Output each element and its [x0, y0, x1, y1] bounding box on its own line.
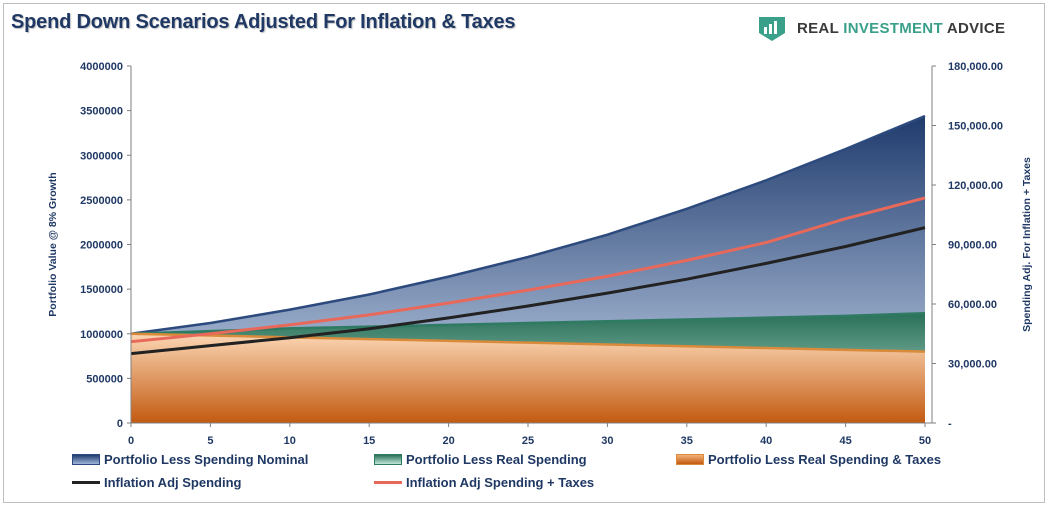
y-right-tick-label: 120,000.00	[948, 180, 1003, 192]
legend-label: Portfolio Less Real Spending	[406, 452, 587, 467]
legend-swatch	[374, 481, 402, 484]
y-left-tick-label: 3000000	[80, 150, 123, 162]
brand-name-part3: ADVICE	[942, 19, 1006, 37]
x-tick-label: 30	[601, 435, 613, 447]
x-tick-label: 25	[522, 435, 534, 447]
y-right-tick-label: -	[948, 418, 952, 430]
y-left-tick-label: 3500000	[80, 106, 123, 118]
y-right-tick-label: 90,000.00	[948, 240, 997, 252]
y-right-axis-title: Spending Adj. For Inflation + Taxes	[1021, 157, 1033, 332]
legend-label: Portfolio Less Real Spending & Taxes	[708, 452, 942, 467]
line-series-2	[130, 196, 926, 344]
legend-item: Portfolio Less Real Spending	[374, 452, 587, 467]
brand-name-part2: INVESTMENT	[843, 19, 943, 37]
x-tick-label: 10	[284, 435, 296, 447]
x-tick-label: 5	[207, 435, 213, 447]
y-left-tick-label: 1500000	[80, 284, 123, 296]
y-right-tick-label: 30,000.00	[948, 359, 997, 371]
legend-item: Portfolio Less Spending Nominal	[72, 452, 308, 467]
y-left-tick-label: 4000000	[80, 61, 123, 73]
y-left-axis-title: Portfolio Value @ 8% Growth	[47, 172, 59, 316]
chart-frame	[3, 3, 1045, 503]
x-tick-label: 20	[442, 435, 454, 447]
chart-title: Spend Down Scenarios Adjusted For Inflat…	[11, 11, 516, 33]
legend-item: Inflation Adj Spending	[72, 475, 241, 490]
y-left-tick-label: 2000000	[80, 240, 123, 252]
x-tick-label: 0	[128, 435, 134, 447]
line-series-1	[130, 226, 926, 356]
legend-swatch	[72, 481, 100, 484]
y-left-tick-label: 500000	[86, 373, 123, 385]
area-series-3-edge	[130, 332, 926, 353]
x-tick-label: 50	[919, 435, 931, 447]
legend-swatch	[72, 454, 100, 465]
area-series-1-edge	[130, 114, 926, 335]
x-tick-label: 15	[363, 435, 375, 447]
legend-label: Inflation Adj Spending	[104, 475, 242, 490]
legend-swatch	[374, 454, 402, 465]
x-tick-label: 45	[839, 435, 851, 447]
y-right-tick-label: 60,000.00	[948, 299, 997, 311]
y-right-tick-label: 150,000.00	[948, 121, 1003, 133]
legend-label: Inflation Adj Spending + Taxes	[406, 475, 595, 490]
y-left-tick-label: 2500000	[80, 195, 123, 207]
brand-name-part1: REAL	[797, 19, 844, 37]
area-series-3	[131, 333, 925, 423]
y-left-tick-label: 1000000	[80, 329, 123, 341]
legend-item: Portfolio Less Real Spending & Taxes	[676, 452, 941, 467]
brand-logo-icon	[759, 17, 785, 41]
x-tick-label: 35	[681, 435, 693, 447]
legend-label: Portfolio Less Spending Nominal	[104, 452, 309, 467]
legend-item: Inflation Adj Spending + Taxes	[374, 475, 594, 490]
brand-logo: REAL INVESTMENT ADVICE	[755, 12, 1005, 44]
y-right-tick-label: 180,000.00	[948, 61, 1003, 73]
legend-swatch	[676, 454, 704, 465]
x-tick-label: 40	[760, 435, 772, 447]
brand-name: REAL INVESTMENT ADVICE	[797, 20, 1005, 37]
y-left-tick-label: 0	[117, 418, 123, 430]
